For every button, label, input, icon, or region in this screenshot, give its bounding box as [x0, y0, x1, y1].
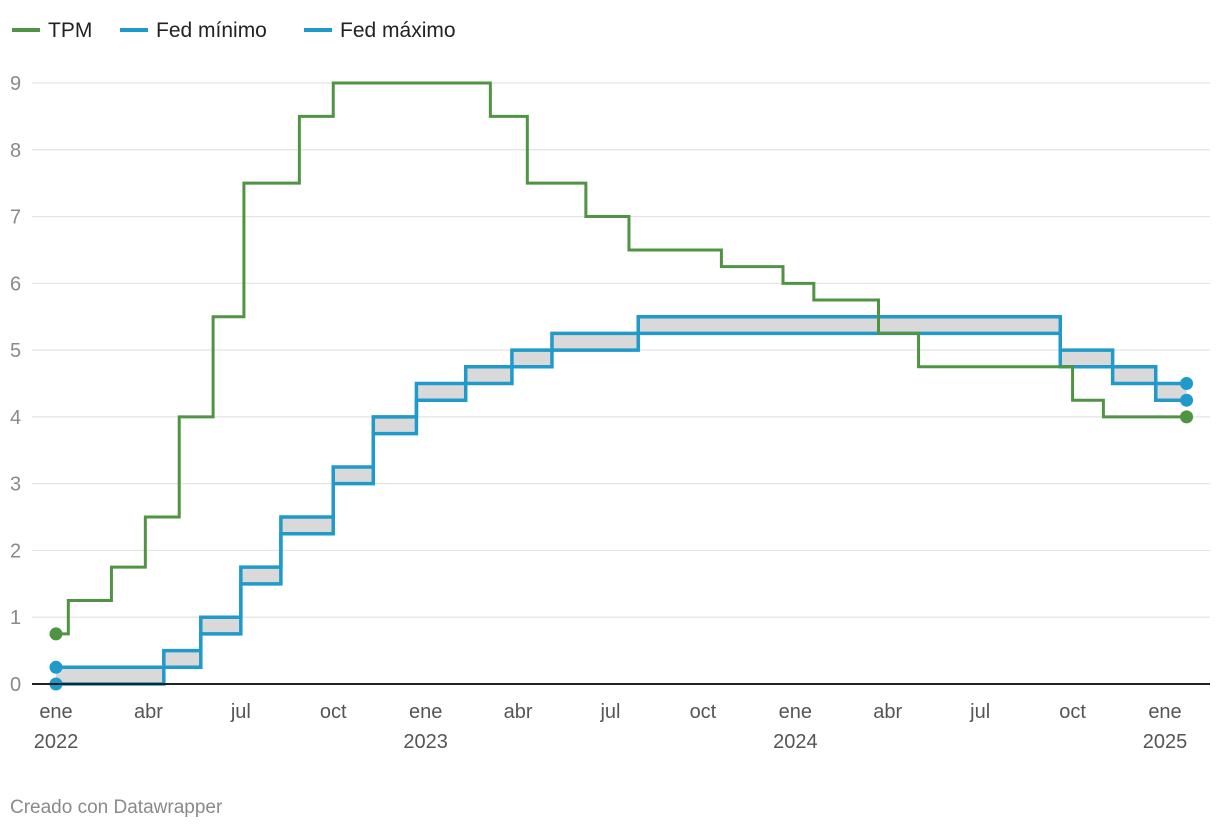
x-tick-label-2023-01: ene: [409, 701, 442, 723]
band-segment: [280, 517, 334, 534]
x-tick-label-2023-07: jul: [599, 701, 620, 723]
band-segment: [551, 333, 639, 351]
y-tick-label-7: 7: [10, 207, 21, 229]
x-tick-label-2022-10: oct: [320, 701, 347, 723]
y-tick-label-9: 9: [10, 73, 21, 95]
legend-item-fed-maximo[interactable]: Fed máximo: [304, 19, 456, 42]
band-segment: [200, 617, 241, 634]
x-tick-year-2024: 2024: [773, 731, 818, 753]
fed-range-band: [56, 316, 1187, 684]
x-tick-year-2022: 2022: [34, 731, 79, 753]
start-point-tpm: [49, 627, 63, 641]
series-endpoints: [49, 377, 1194, 691]
y-tick-label-4: 4: [10, 407, 21, 429]
y-tick-label-0: 0: [10, 674, 21, 696]
x-tick-label-2022-01: ene: [39, 701, 72, 723]
band-segment: [373, 416, 417, 434]
x-tick-year-2025: 2025: [1143, 731, 1188, 753]
y-axis-ticks: 0 1 2 3 4 5 6 7 8 9: [10, 73, 21, 696]
x-tick-label-2024-07: jul: [969, 701, 990, 723]
start-point-fed-maximo: [49, 660, 63, 674]
legend-label-fed-minimo: Fed mínimo: [156, 19, 267, 42]
legend-label-tpm: TPM: [48, 19, 92, 42]
x-tick-year-2023: 2023: [403, 731, 448, 753]
y-tick-label-2: 2: [10, 540, 21, 562]
y-tick-label-3: 3: [10, 474, 21, 496]
y-tick-label-6: 6: [10, 273, 21, 295]
series-lines: [56, 81, 1187, 686]
x-tick-label-2024-04: abr: [873, 701, 902, 723]
band-segment: [56, 667, 164, 684]
end-point-tpm: [1180, 410, 1194, 424]
band-segment: [240, 567, 281, 584]
x-tick-label-2024-10: oct: [1059, 701, 1086, 723]
x-tick-label-2023-04: abr: [504, 701, 533, 723]
legend-item-fed-minimo[interactable]: Fed mínimo: [120, 19, 267, 42]
x-tick-label-2024-01: ene: [779, 701, 812, 723]
x-tick-label-2022-04: abr: [134, 701, 163, 723]
legend: TPM Fed mínimo Fed máximo: [12, 19, 456, 42]
x-axis: ene 2022 abr jul oct ene 2023 abr jul oct ene 2024 a…: [32, 683, 1210, 753]
legend-item-tpm[interactable]: TPM: [12, 19, 92, 42]
end-point-fed-minimo: [1180, 393, 1194, 407]
y-tick-label-8: 8: [10, 140, 21, 162]
x-tick-label-2023-10: oct: [690, 701, 717, 723]
band-segment: [1155, 383, 1187, 401]
y-tick-label-5: 5: [10, 340, 21, 362]
series-line-fed-maximo: [56, 314, 1187, 670]
band-segment: [333, 466, 374, 484]
end-point-fed-maximo: [1180, 377, 1194, 390]
band-segment: [511, 350, 552, 367]
band-segment: [638, 316, 1061, 334]
band-segment: [1112, 366, 1156, 384]
credit-text: Creado con Datawrapper: [10, 797, 223, 818]
x-tick-label-2025-01: ene: [1148, 701, 1181, 723]
band-segment: [465, 366, 512, 384]
legend-label-fed-maximo: Fed máximo: [340, 19, 456, 42]
band-segment: [163, 650, 201, 668]
y-tick-label-1: 1: [10, 607, 21, 629]
x-tick-label-2022-07: jul: [230, 701, 251, 723]
series-line-tpm: [56, 81, 1187, 636]
band-segment: [416, 383, 466, 401]
band-segment: [1060, 350, 1113, 367]
